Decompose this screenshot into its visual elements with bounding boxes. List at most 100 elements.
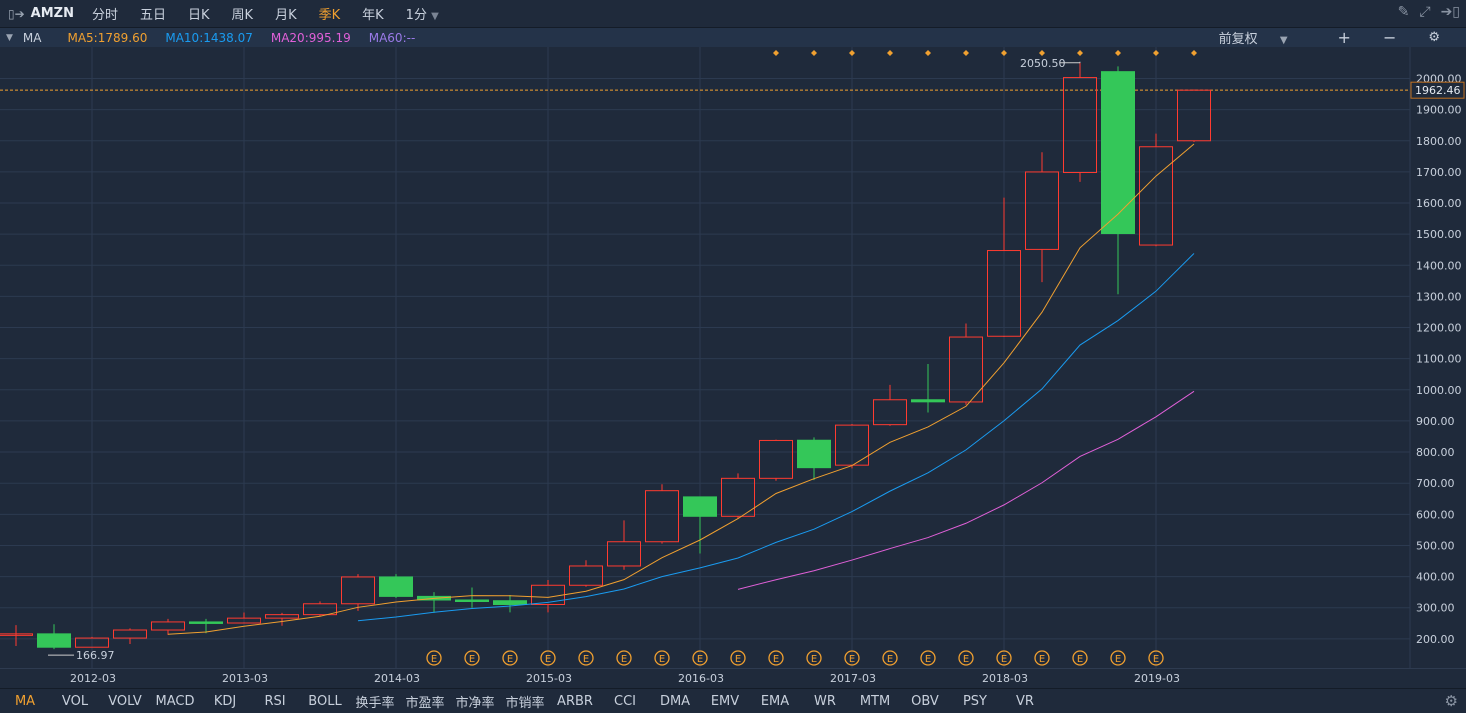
indicator-tab[interactable]: 市净率: [455, 695, 495, 711]
earnings-label: E: [507, 654, 513, 665]
earnings-marker-icon[interactable]: E: [1072, 650, 1088, 666]
indicator-tab[interactable]: KDJ: [213, 693, 237, 709]
candle-body: [911, 399, 945, 403]
earnings-label: E: [773, 654, 779, 665]
event-diamond-icon: [811, 50, 817, 56]
candle: [1177, 89, 1211, 143]
earnings-marker-icon[interactable]: E: [540, 650, 556, 666]
earnings-marker-icon[interactable]: E: [882, 650, 898, 666]
candle-body: [113, 629, 147, 639]
earnings-circle: [1148, 650, 1164, 666]
earnings-marker-icon[interactable]: E: [502, 650, 518, 666]
exit-panel-icon[interactable]: ▯➔: [8, 6, 25, 21]
candle: [949, 323, 983, 405]
earnings-label: E: [583, 654, 589, 665]
tab-period[interactable]: 季K: [318, 8, 341, 23]
settings-icon[interactable]: ⚙: [1428, 30, 1440, 45]
ma10-value: MA10:1438.07: [165, 30, 253, 45]
earnings-label: E: [659, 654, 665, 665]
candle: [759, 439, 793, 481]
chevron-down-icon: ▼: [1279, 35, 1288, 46]
earnings-circle: [730, 650, 746, 666]
earnings-marker-icon[interactable]: E: [806, 650, 822, 666]
earnings-label: E: [545, 654, 551, 665]
indicator-tab[interactable]: 市销率: [505, 695, 545, 711]
indicator-tab[interactable]: EMV: [710, 693, 740, 709]
collapse-icon[interactable]: ▼: [6, 32, 13, 43]
earnings-marker-icon[interactable]: E: [464, 650, 480, 666]
tab-period[interactable]: 年K: [362, 8, 384, 23]
indicator-tab[interactable]: VOLV: [108, 693, 142, 709]
earnings-marker-icon[interactable]: E: [844, 650, 860, 666]
indicator-tab[interactable]: 换手率: [355, 695, 395, 711]
pencil-icon[interactable]: ✎: [1397, 4, 1410, 20]
candle: [607, 520, 641, 570]
earnings-marker-icon[interactable]: E: [1148, 650, 1164, 666]
zoom-in-icon[interactable]: +: [1337, 28, 1351, 47]
earnings-circle: [996, 650, 1012, 666]
y-tick-label: 700.00: [1416, 477, 1455, 490]
indicator-tab[interactable]: 市盈率: [405, 695, 445, 711]
earnings-marker-icon[interactable]: E: [654, 650, 670, 666]
fullscreen-icon[interactable]: ⤢: [1419, 4, 1431, 20]
candle: [0, 625, 33, 646]
tab-period[interactable]: 周K: [231, 8, 254, 23]
earnings-marker-icon[interactable]: E: [768, 650, 784, 666]
earnings-marker-icon[interactable]: E: [1034, 650, 1050, 666]
indicator-tab[interactable]: MA: [14, 693, 36, 709]
indicator-tab[interactable]: DMA: [659, 693, 691, 709]
zoom-out-icon[interactable]: −: [1382, 28, 1397, 47]
adjust-select[interactable]: 前复权 ▼: [1219, 28, 1306, 47]
ma-label[interactable]: MA: [22, 30, 42, 45]
earnings-label: E: [697, 654, 703, 665]
earnings-marker-icon[interactable]: E: [1110, 650, 1126, 666]
earnings-label: E: [887, 654, 893, 665]
earnings-circle: [958, 650, 974, 666]
ma5-line: [167, 143, 1195, 635]
earnings-marker-icon[interactable]: E: [920, 650, 936, 666]
earnings-circle: [882, 650, 898, 666]
earnings-label: E: [963, 654, 969, 665]
earnings-label: E: [1001, 654, 1007, 665]
candle-body: [569, 565, 603, 586]
indicator-tab[interactable]: BOLL: [308, 693, 342, 709]
earnings-label: E: [925, 654, 931, 665]
earnings-marker-icon[interactable]: E: [958, 650, 974, 666]
event-diamond-icon: [849, 50, 855, 56]
indicator-tab[interactable]: WR: [814, 693, 836, 709]
x-tick-label: 2014-03: [374, 672, 420, 685]
earnings-marker-icon[interactable]: E: [730, 650, 746, 666]
tab-period[interactable]: 月K: [275, 8, 297, 23]
earnings-marker-icon[interactable]: E: [578, 650, 594, 666]
indicator-tab[interactable]: RSI: [264, 693, 286, 709]
exit-icon[interactable]: ➔▯: [1440, 4, 1460, 20]
minute-select[interactable]: 1分 ▼: [406, 4, 439, 23]
indicator-tab[interactable]: MTM: [859, 693, 891, 709]
x-tick-label: 2019-03: [1134, 672, 1180, 685]
earnings-label: E: [1115, 654, 1121, 665]
tab-period[interactable]: 分时: [91, 8, 118, 23]
candle-body: [721, 477, 755, 517]
earnings-circle: [464, 650, 480, 666]
earnings-marker-icon[interactable]: E: [426, 650, 442, 666]
y-tick-label: 1600.00: [1416, 197, 1462, 210]
indicator-tab[interactable]: MACD: [155, 693, 195, 709]
indicator-tab[interactable]: ARBR: [557, 693, 593, 709]
tab-period[interactable]: 日K: [188, 8, 210, 23]
indicator-tab[interactable]: VR: [1016, 693, 1034, 709]
candle-body: [303, 603, 337, 616]
earnings-marker-icon[interactable]: E: [692, 650, 708, 666]
indicator-tab[interactable]: CCI: [614, 693, 636, 709]
indicator-tab[interactable]: EMA: [760, 693, 790, 709]
indicator-tab[interactable]: PSY: [962, 693, 988, 709]
earnings-circle: [540, 650, 556, 666]
y-tick-label: 1900.00: [1416, 104, 1462, 117]
candlestick-chart[interactable]: 200.00 300.00 400.00 500.00 600.00 700.00 800.…: [0, 47, 1466, 668]
settings-icon[interactable]: ⚙: [1444, 692, 1458, 710]
indicator-tab[interactable]: OBV: [911, 693, 939, 709]
earnings-marker-icon[interactable]: E: [996, 650, 1012, 666]
indicator-tab[interactable]: VOL: [61, 693, 89, 709]
earnings-circle: [844, 650, 860, 666]
tab-period[interactable]: 五日: [140, 8, 167, 23]
earnings-marker-icon[interactable]: E: [616, 650, 632, 666]
